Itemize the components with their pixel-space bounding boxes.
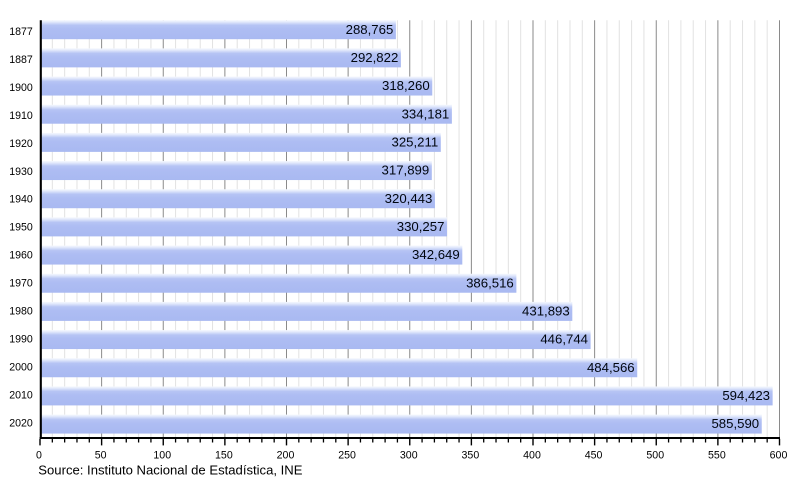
svg-text:100: 100 bbox=[153, 450, 171, 462]
svg-text:2000: 2000 bbox=[9, 362, 33, 374]
svg-text:431,893: 431,893 bbox=[522, 304, 570, 319]
svg-text:1877: 1877 bbox=[9, 26, 33, 38]
svg-text:334,181: 334,181 bbox=[402, 106, 450, 121]
svg-text:594,423: 594,423 bbox=[722, 388, 770, 403]
svg-text:400: 400 bbox=[523, 450, 541, 462]
svg-text:342,649: 342,649 bbox=[412, 247, 460, 262]
svg-text:300: 300 bbox=[400, 450, 418, 462]
svg-text:446,744: 446,744 bbox=[540, 332, 588, 347]
svg-text:550: 550 bbox=[708, 450, 726, 462]
svg-text:330,257: 330,257 bbox=[397, 219, 445, 234]
svg-text:1970: 1970 bbox=[9, 278, 33, 290]
svg-text:1920: 1920 bbox=[9, 138, 33, 150]
svg-text:500: 500 bbox=[646, 450, 664, 462]
svg-text:1910: 1910 bbox=[9, 110, 33, 122]
svg-text:600: 600 bbox=[770, 450, 788, 462]
svg-text:0: 0 bbox=[36, 450, 42, 462]
svg-text:250: 250 bbox=[338, 450, 356, 462]
svg-text:2020: 2020 bbox=[9, 418, 33, 430]
svg-text:288,765: 288,765 bbox=[346, 22, 394, 37]
svg-text:1960: 1960 bbox=[9, 250, 33, 262]
svg-text:484,566: 484,566 bbox=[587, 360, 635, 375]
svg-text:386,516: 386,516 bbox=[466, 275, 514, 290]
svg-text:585,590: 585,590 bbox=[711, 416, 759, 431]
svg-text:325,211: 325,211 bbox=[392, 134, 439, 149]
svg-text:450: 450 bbox=[585, 450, 603, 462]
svg-text:292,822: 292,822 bbox=[351, 50, 399, 65]
svg-text:350: 350 bbox=[462, 450, 480, 462]
svg-text:1940: 1940 bbox=[9, 194, 33, 206]
svg-text:1950: 1950 bbox=[9, 222, 33, 234]
svg-text:320,443: 320,443 bbox=[385, 191, 433, 206]
svg-text:1990: 1990 bbox=[9, 334, 33, 346]
svg-text:1900: 1900 bbox=[9, 82, 33, 94]
svg-text:Source: Instituto Nacional de: Source: Instituto Nacional de Estadístic… bbox=[38, 463, 302, 478]
svg-text:1930: 1930 bbox=[9, 166, 33, 178]
svg-text:1887: 1887 bbox=[9, 54, 33, 66]
svg-text:2010: 2010 bbox=[9, 390, 33, 402]
svg-text:50: 50 bbox=[95, 450, 107, 462]
svg-text:1980: 1980 bbox=[9, 306, 33, 318]
svg-text:150: 150 bbox=[215, 450, 233, 462]
svg-text:200: 200 bbox=[277, 450, 295, 462]
svg-text:317,899: 317,899 bbox=[382, 163, 430, 178]
svg-text:318,260: 318,260 bbox=[382, 78, 430, 93]
